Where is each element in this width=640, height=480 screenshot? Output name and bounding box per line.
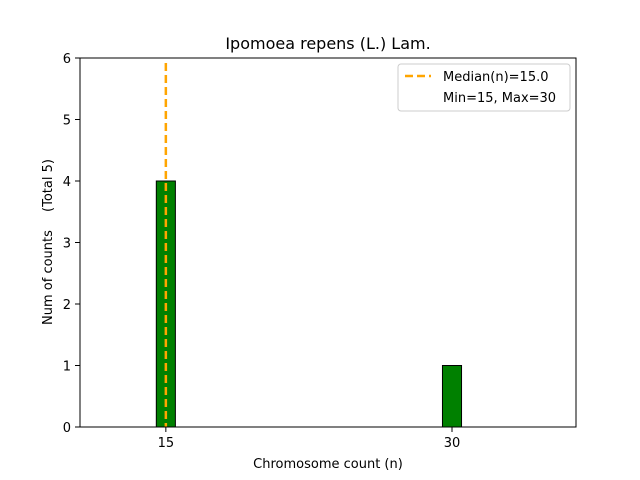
x-tick-label-30: 30 <box>444 436 461 451</box>
y-tick-label-2: 2 <box>63 298 71 313</box>
legend-minmax-label: Min=15, Max=30 <box>443 91 556 106</box>
y-axis-title-main: Num of counts <box>41 230 56 325</box>
chart-title: Ipomoea repens (L.) Lam. <box>225 34 430 53</box>
y-axis: 0 1 2 3 4 5 6 <box>63 52 80 436</box>
y-tick-label-6: 6 <box>63 52 71 67</box>
plot-area <box>79 57 577 428</box>
y-tick-label-3: 3 <box>63 237 71 252</box>
y-tick-label-0: 0 <box>63 421 71 436</box>
y-tick-label-5: 5 <box>63 114 71 129</box>
bar-30 <box>441 365 463 428</box>
legend: Median(n)=15.0 Min=15, Max=30 <box>397 63 571 112</box>
legend-median-label: Median(n)=15.0 <box>443 70 549 85</box>
y-tick-label-4: 4 <box>63 175 71 190</box>
y-tick-label-1: 1 <box>63 360 71 375</box>
legend-box <box>397 63 571 112</box>
plot-background <box>80 58 576 427</box>
y-axis-title: Num of counts (Total 5) <box>41 159 56 325</box>
x-axis-title: Chromosome count (n) <box>253 457 403 472</box>
y-axis-title-total: (Total 5) <box>41 159 56 212</box>
x-tick-label-15: 15 <box>158 436 175 451</box>
x-axis: 15 30 <box>158 427 461 451</box>
